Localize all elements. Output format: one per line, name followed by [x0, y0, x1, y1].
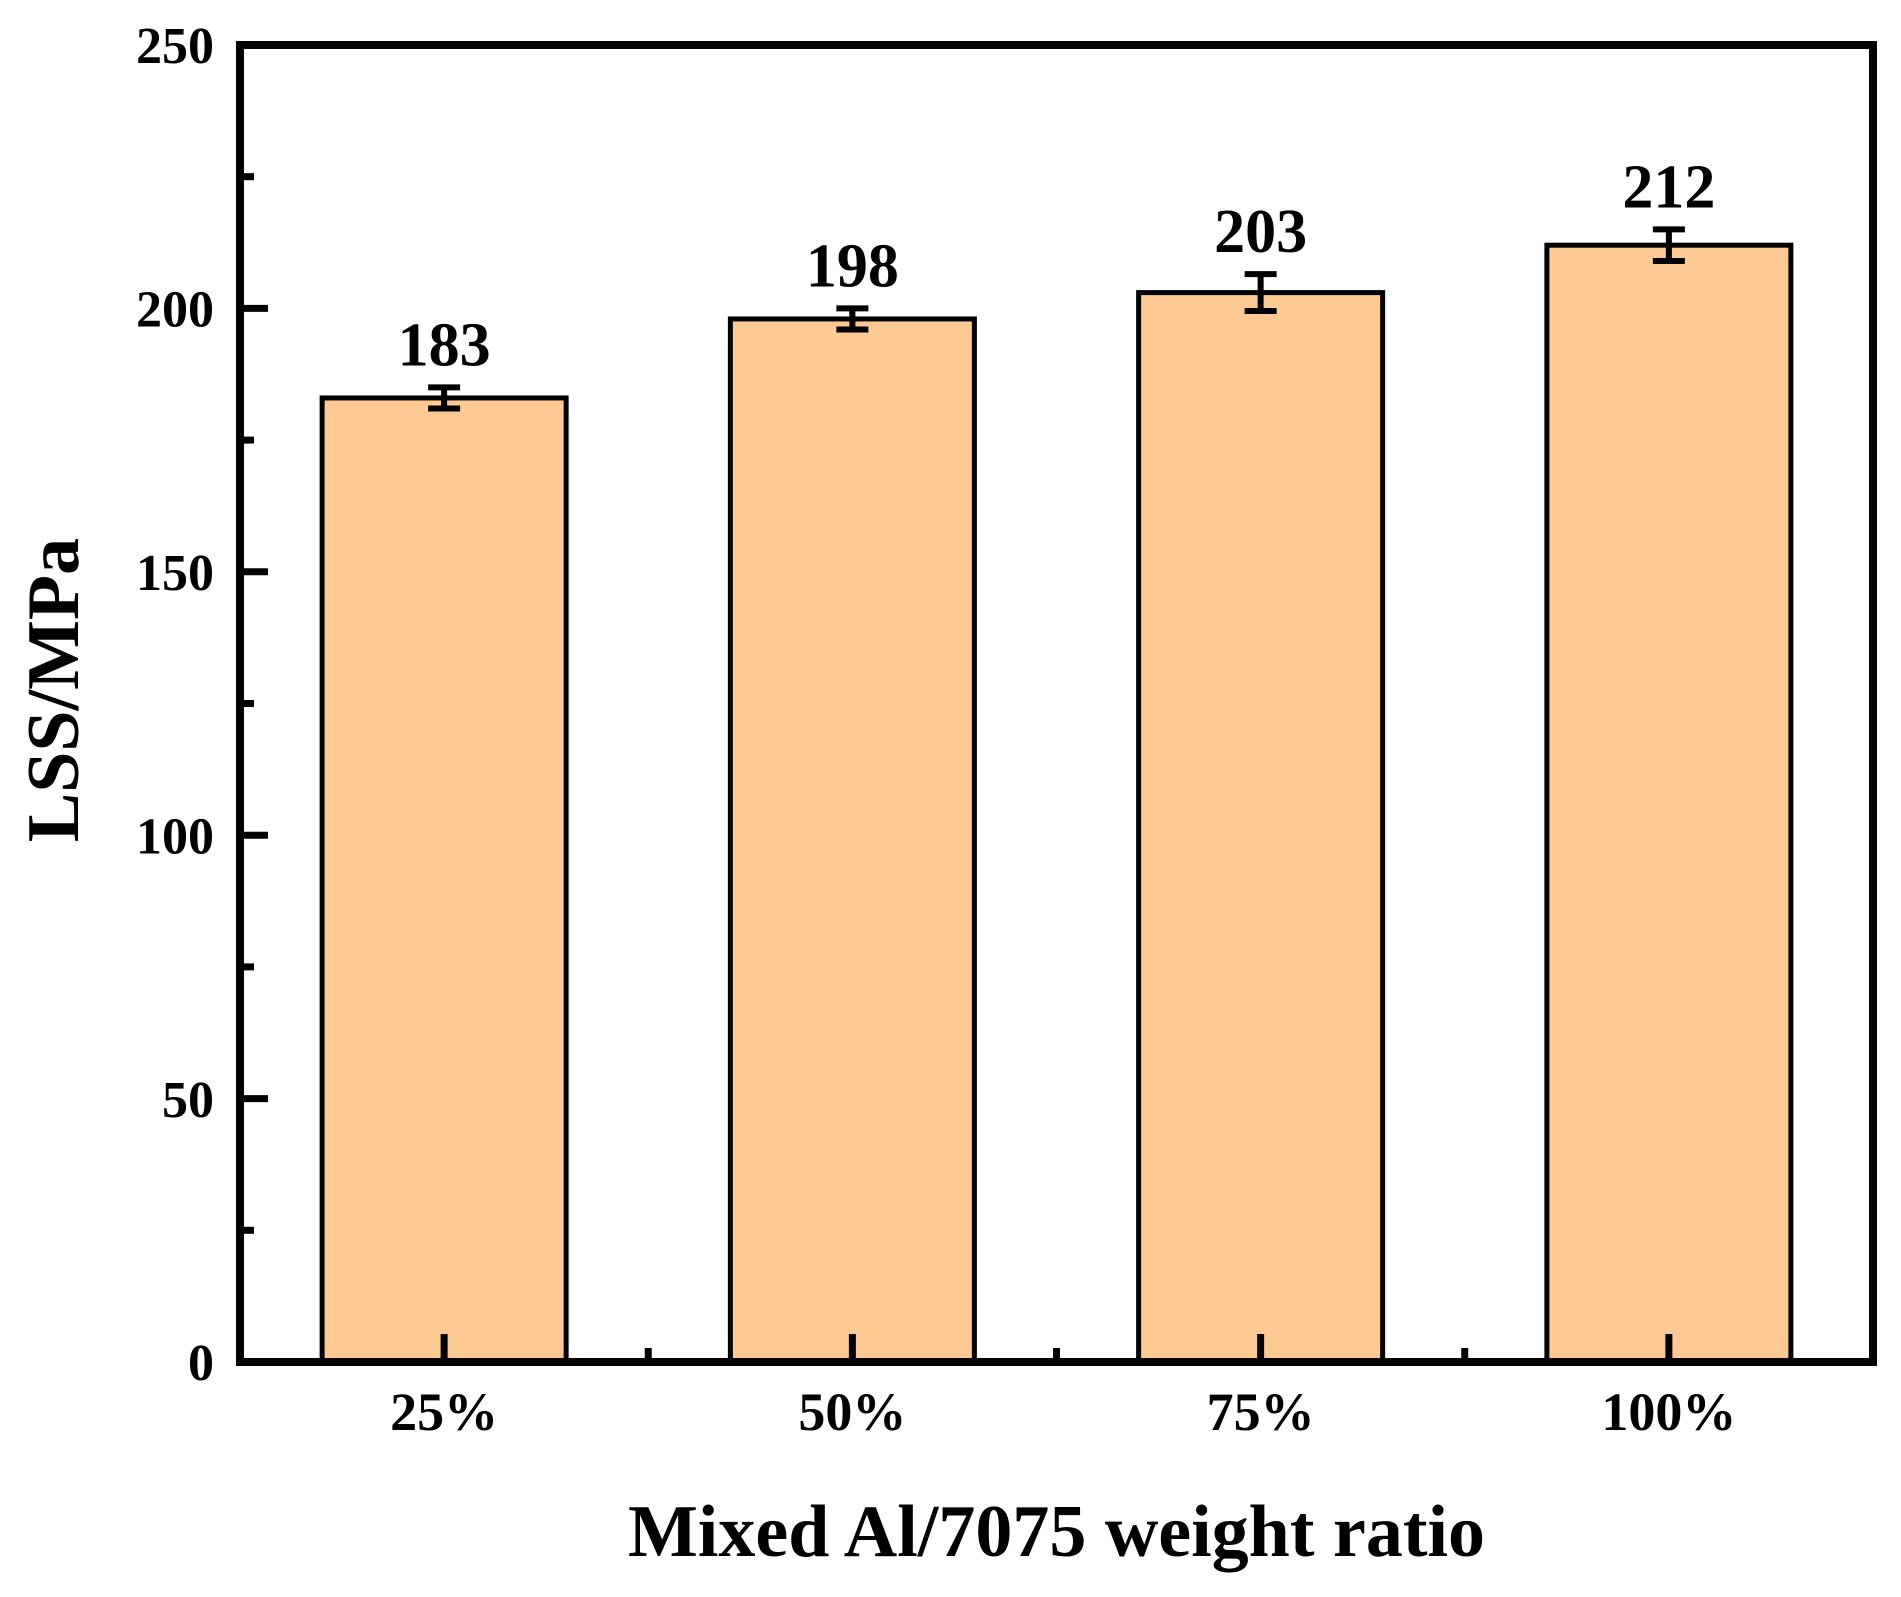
bar-value-label-75%: 203	[1214, 198, 1307, 266]
y-tick-label-150: 150	[136, 545, 214, 602]
x-tick-label-50%: 50%	[798, 1382, 906, 1442]
x-tick-label-25%: 25%	[390, 1382, 498, 1442]
bar-25%	[319, 395, 569, 1365]
y-axis-title: LSS/MPa	[13, 538, 95, 842]
bar-value-label-25%: 183	[398, 311, 491, 379]
y-tick-label-250: 250	[136, 18, 214, 75]
y-tick-label-200: 200	[136, 282, 214, 339]
bar-value-label-100%: 212	[1622, 153, 1715, 221]
bar-100%	[1544, 242, 1794, 1365]
bar-value-label-50%: 198	[806, 232, 899, 300]
x-tick-label-100%: 100%	[1601, 1382, 1736, 1442]
x-axis-title: Mixed Al/7075 weight ratio	[628, 1491, 1485, 1573]
y-tick-label-100: 100	[136, 808, 214, 865]
y-tick-label-0: 0	[188, 1335, 214, 1392]
bar-50%	[727, 316, 977, 1365]
x-tick-label-75%: 75%	[1207, 1382, 1315, 1442]
y-tick-label-50: 50	[162, 1072, 214, 1129]
bar-75%	[1136, 290, 1386, 1365]
plot-frame	[236, 41, 1877, 1366]
